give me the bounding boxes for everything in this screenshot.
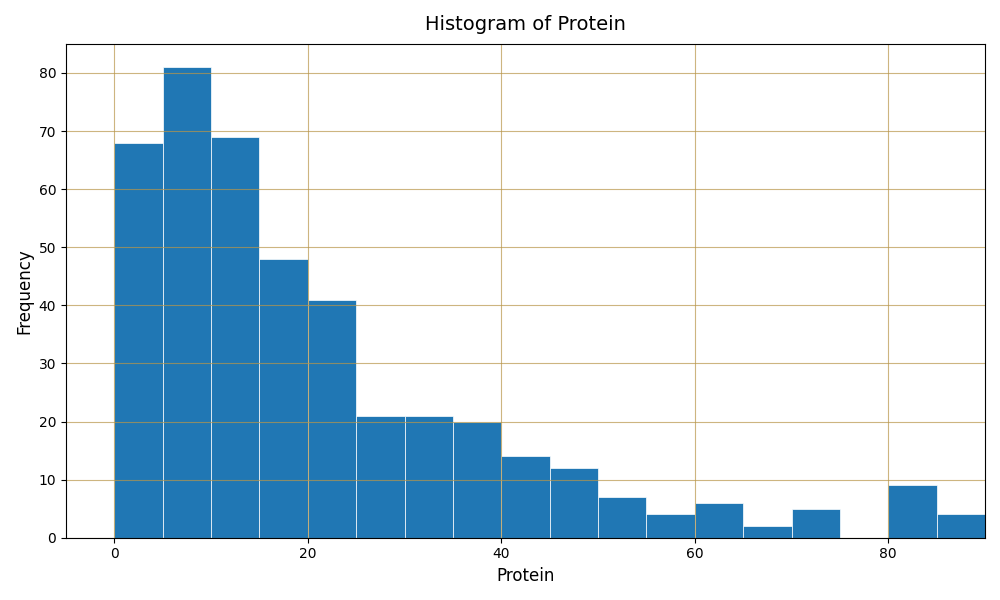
Title: Histogram of Protein: Histogram of Protein xyxy=(425,15,626,34)
Y-axis label: Frequency: Frequency xyxy=(15,248,33,334)
Bar xyxy=(501,457,550,538)
X-axis label: Protein: Protein xyxy=(496,567,555,585)
Bar xyxy=(598,497,646,538)
Bar xyxy=(743,526,792,538)
Bar xyxy=(308,299,356,538)
Bar xyxy=(937,514,985,538)
Bar xyxy=(405,416,453,538)
Bar xyxy=(695,503,743,538)
Bar xyxy=(888,485,937,538)
Bar xyxy=(646,514,695,538)
Bar xyxy=(453,422,501,538)
Bar xyxy=(356,416,405,538)
Bar xyxy=(211,137,259,538)
Bar xyxy=(163,67,211,538)
Bar xyxy=(550,468,598,538)
Bar xyxy=(114,143,163,538)
Bar xyxy=(259,259,308,538)
Bar xyxy=(792,509,840,538)
